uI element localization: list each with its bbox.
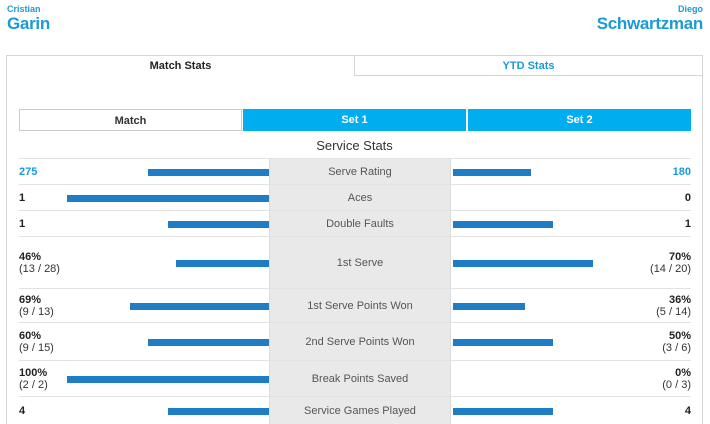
stat-value: 180 bbox=[672, 165, 691, 178]
left-stat-bar bbox=[148, 168, 269, 176]
stat-detail: (3 / 6) bbox=[662, 341, 691, 354]
stat-label: Break Points Saved bbox=[311, 372, 409, 385]
set-tabs: Match Set 1 Set 2 bbox=[19, 109, 691, 131]
stat-label-cell: Serve Rating bbox=[269, 159, 451, 184]
players-header: Cristian Garin Diego Schwartzman bbox=[0, 0, 710, 48]
stat-detail: (14 / 20) bbox=[650, 262, 691, 275]
left-stat-bar bbox=[130, 302, 269, 310]
right-player-stat: 1 bbox=[685, 218, 691, 230]
stat-label: 2nd Serve Points Won bbox=[305, 335, 415, 348]
left-player-stat: 1 bbox=[19, 218, 25, 230]
stat-label-cell: Service Games Played bbox=[269, 397, 451, 424]
stat-label: 1st Serve Points Won bbox=[307, 299, 413, 312]
right-stat-bar bbox=[453, 302, 525, 310]
tab-set-2[interactable]: Set 2 bbox=[468, 109, 691, 131]
left-player-stat: 100% (2 / 2) bbox=[19, 367, 48, 391]
stat-value: 1 bbox=[19, 191, 26, 204]
stat-row: 4 Service Games Played 4 bbox=[19, 396, 691, 424]
stat-row: 1 Double Faults 1 bbox=[19, 210, 691, 236]
stat-detail: (2 / 2) bbox=[19, 378, 48, 391]
tab-match[interactable]: Match bbox=[19, 109, 242, 131]
stat-value: 0% bbox=[675, 366, 691, 379]
left-player-stat: 69% (9 / 13) bbox=[19, 294, 54, 318]
stat-label: Double Faults bbox=[326, 217, 394, 230]
stat-label: Aces bbox=[347, 191, 373, 204]
stat-label-cell: Aces bbox=[269, 185, 451, 210]
stat-row: 100% (2 / 2) Break Points Saved 0% (0 / 3) bbox=[19, 360, 691, 396]
right-player-stat: 0% (0 / 3) bbox=[662, 367, 691, 391]
player-right-first-name: Diego bbox=[677, 4, 703, 14]
left-player-stat: 4 bbox=[19, 405, 25, 417]
stat-label: Service Games Played bbox=[304, 404, 416, 417]
right-stat-bar bbox=[453, 259, 593, 267]
stat-value: 4 bbox=[684, 404, 691, 417]
player-left-last-name: Garin bbox=[7, 14, 50, 33]
left-stat-bar bbox=[67, 375, 269, 383]
section-title: Service Stats bbox=[316, 138, 393, 153]
tab-match-stats[interactable]: Match Stats bbox=[7, 56, 355, 76]
stat-row: 69% (9 / 13) 1st Serve Points Won 36% (5 / 1… bbox=[19, 288, 691, 322]
stat-detail: (13 / 28) bbox=[19, 262, 60, 275]
right-player-stat: 70% (14 / 20) bbox=[650, 251, 691, 275]
player-left-first-name: Cristian bbox=[7, 4, 41, 14]
stat-value: 100% bbox=[19, 366, 48, 379]
stat-row: 275 Serve Rating 180 bbox=[19, 158, 691, 184]
stat-label-cell: Double Faults bbox=[269, 211, 451, 236]
stat-row: 46% (13 / 28) 1st Serve 70% (14 / 20) bbox=[19, 236, 691, 288]
stat-detail: (9 / 13) bbox=[19, 305, 54, 318]
stats-panel: Match Stats YTD Stats Match Set 1 Set 2 … bbox=[6, 55, 703, 424]
stat-value: 46% bbox=[19, 250, 42, 263]
right-player-stat: 50% (3 / 6) bbox=[662, 330, 691, 354]
right-stat-bar bbox=[453, 407, 553, 415]
stat-detail: (0 / 3) bbox=[662, 378, 691, 391]
left-player-stat: 275 bbox=[19, 166, 37, 178]
stat-detail: (9 / 15) bbox=[19, 341, 54, 354]
stat-value: 70% bbox=[668, 250, 691, 263]
stat-row: 60% (9 / 15) 2nd Serve Points Won 50% (3 / 6… bbox=[19, 322, 691, 360]
left-stat-bar bbox=[168, 407, 269, 415]
stat-value: 1 bbox=[19, 217, 26, 230]
right-stat-bar bbox=[453, 168, 531, 176]
left-stat-bar bbox=[176, 259, 269, 267]
left-stat-bar bbox=[67, 194, 269, 202]
stat-label-cell: 1st Serve Points Won bbox=[269, 289, 451, 322]
stats-type-tabs: Match Stats YTD Stats bbox=[7, 56, 702, 76]
stat-value: 50% bbox=[668, 329, 691, 342]
right-player-stat: 36% (5 / 14) bbox=[656, 294, 691, 318]
left-player-stat: 1 bbox=[19, 192, 25, 204]
stat-value: 36% bbox=[668, 293, 691, 306]
right-player-stat: 0 bbox=[685, 192, 691, 204]
right-player-stat: 180 bbox=[673, 166, 691, 178]
left-player-stat: 60% (9 / 15) bbox=[19, 330, 54, 354]
player-right-last-name: Schwartzman bbox=[596, 14, 704, 33]
stat-detail: (5 / 14) bbox=[656, 305, 691, 318]
tab-set-1[interactable]: Set 1 bbox=[243, 109, 466, 131]
stat-label-cell: Break Points Saved bbox=[269, 361, 451, 396]
stat-label: Serve Rating bbox=[328, 165, 392, 178]
right-player-stat: 4 bbox=[685, 405, 691, 417]
stat-value: 4 bbox=[19, 404, 26, 417]
tab-ytd-stats[interactable]: YTD Stats bbox=[355, 56, 702, 76]
left-player-stat: 46% (13 / 28) bbox=[19, 251, 60, 275]
left-stat-bar bbox=[168, 220, 269, 228]
left-stat-bar bbox=[148, 338, 269, 346]
stat-label-cell: 2nd Serve Points Won bbox=[269, 323, 451, 360]
stat-value: 275 bbox=[19, 165, 38, 178]
stat-row: 1 Aces 0 bbox=[19, 184, 691, 210]
stat-value: 1 bbox=[684, 217, 691, 230]
stat-label: 1st Serve bbox=[336, 256, 384, 269]
right-stat-bar bbox=[453, 338, 553, 346]
stat-label-cell: 1st Serve bbox=[269, 237, 451, 288]
player-right[interactable]: Diego Schwartzman bbox=[596, 4, 704, 34]
player-left[interactable]: Cristian Garin bbox=[7, 4, 50, 34]
stat-value: 69% bbox=[19, 293, 42, 306]
stat-value: 60% bbox=[19, 329, 42, 342]
stat-value: 0 bbox=[684, 191, 691, 204]
right-stat-bar bbox=[453, 220, 553, 228]
